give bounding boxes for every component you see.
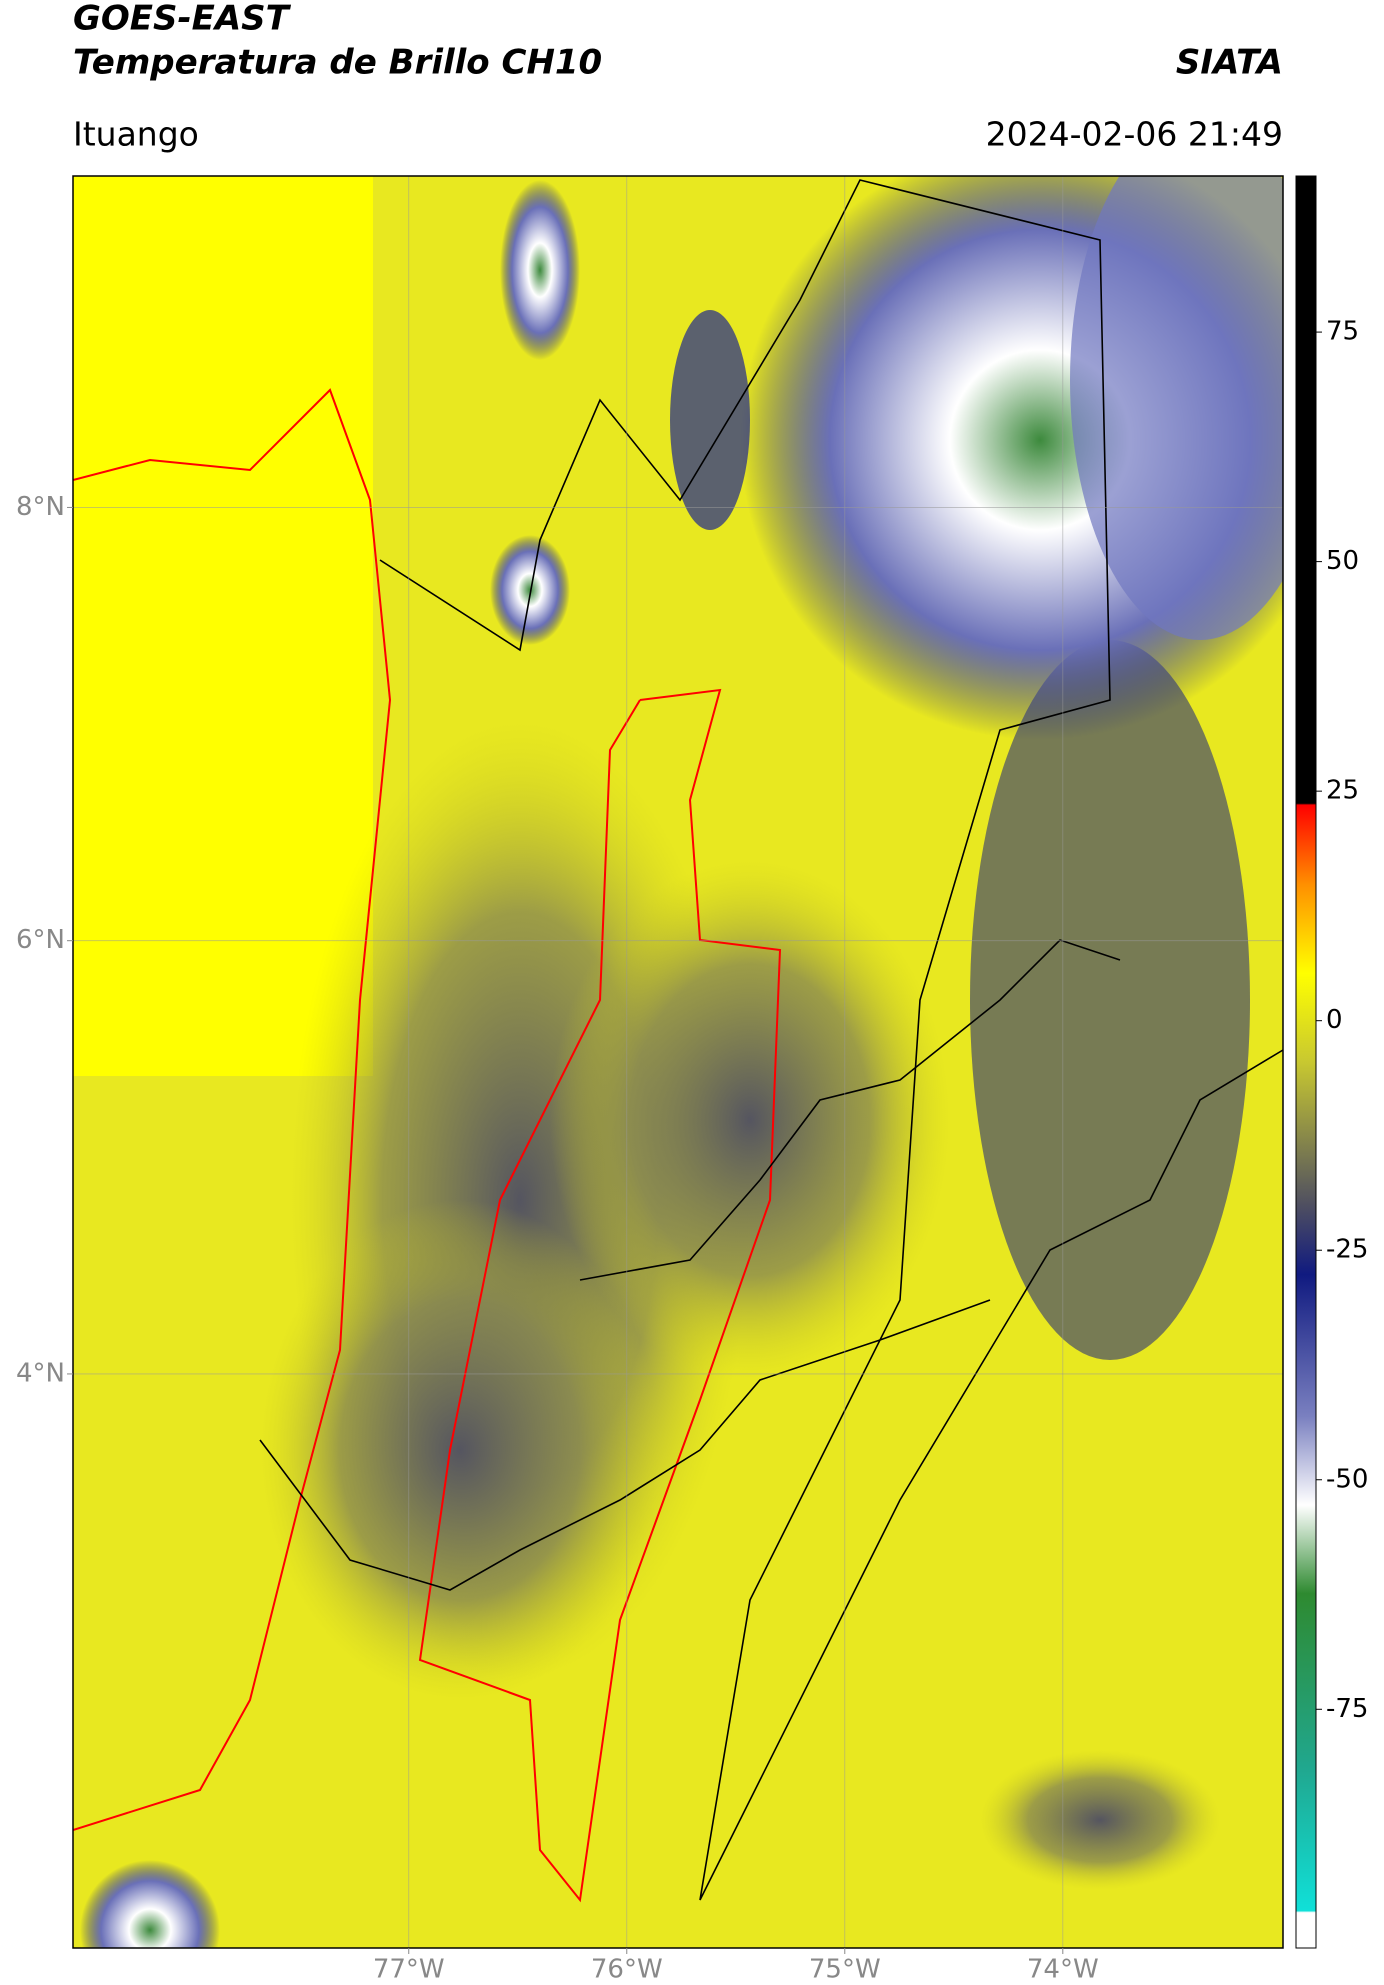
colorbar-tick-label: -50 <box>1326 1464 1368 1494</box>
source: SIATA <box>1176 43 1283 83</box>
title: GOES-EAST <box>73 0 292 39</box>
map-frame <box>72 175 1284 1949</box>
graticule <box>73 176 1283 1948</box>
datetime: 2024-02-06 21:49 <box>986 115 1283 154</box>
colorbar-tick-label: 0 <box>1326 1005 1343 1035</box>
subtitle: Temperatura de Brillo CH10 <box>73 43 602 83</box>
satellite-image <box>73 176 1283 1948</box>
colorbar <box>1295 175 1317 1949</box>
x-tick-label: 76°W <box>591 1955 663 1982</box>
x-tick-label: 77°W <box>373 1955 445 1982</box>
location: Ituango <box>73 115 199 154</box>
colorbar-tick-label: 75 <box>1326 317 1359 347</box>
y-tick-label: 8°N <box>16 492 65 522</box>
y-tick-label: 4°N <box>16 1358 65 1388</box>
x-tick-label: 75°W <box>809 1955 881 1982</box>
x-tick-label: 74°W <box>1027 1955 1099 1982</box>
colorbar-tick-label: 25 <box>1326 776 1359 806</box>
colorbar-tick-label: -75 <box>1326 1694 1368 1724</box>
colorbar-tick-label: 50 <box>1326 546 1359 576</box>
colorbar-tick-label: -25 <box>1326 1235 1368 1265</box>
y-tick-label: 6°N <box>16 925 65 955</box>
